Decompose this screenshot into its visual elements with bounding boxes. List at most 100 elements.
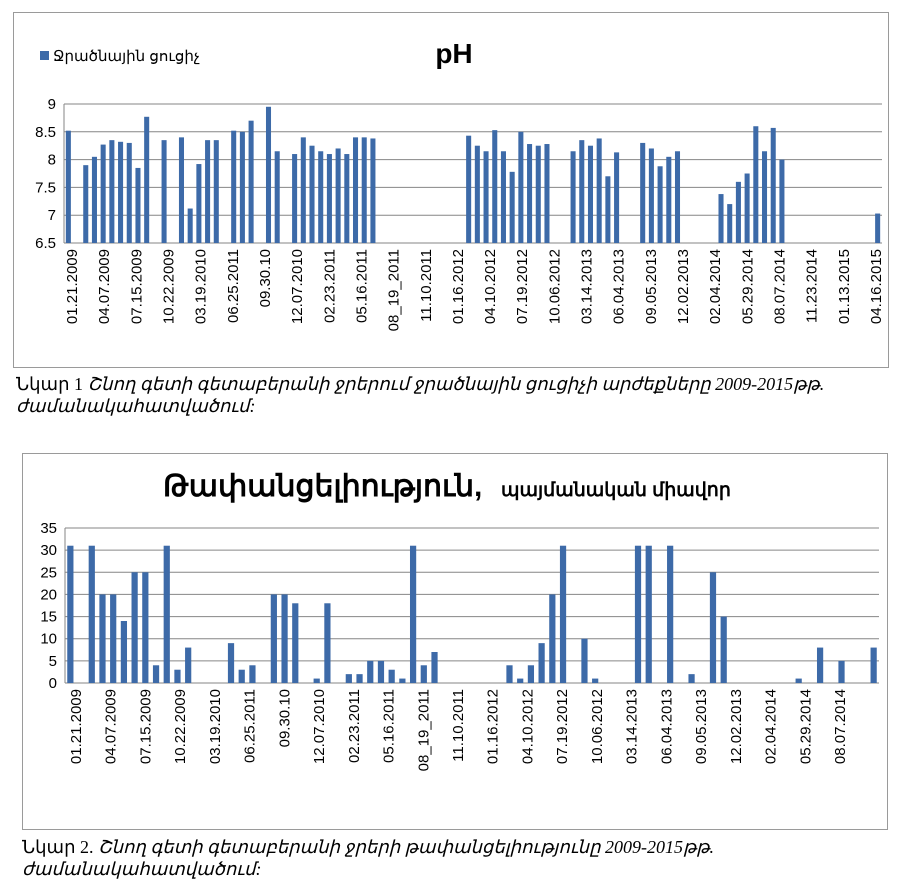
x-tick-label: 06.25.2011 [225, 249, 242, 323]
y-tick-label: 7.5 [35, 179, 56, 196]
x-tick-label: 10.22.2009 [172, 689, 189, 764]
y-tick-label: 10 [40, 631, 57, 648]
x-tick-label: 10.06.2012 [546, 249, 563, 324]
bar [735, 181, 741, 243]
bar [744, 173, 750, 243]
x-tick-label: 06.25.2011 [242, 689, 259, 763]
bar [356, 674, 363, 683]
figure-2-number: Նկար 2. [22, 837, 94, 857]
bar [517, 678, 524, 683]
figure-2-caption: Նկար 2. Շնող գետի գետաբերանի ջրերի թափան… [22, 836, 714, 880]
bar [816, 647, 824, 683]
bar [142, 572, 149, 683]
bar [110, 594, 117, 683]
bar [83, 165, 89, 243]
bar [527, 665, 535, 683]
bar [640, 142, 646, 243]
x-tick-label: 03.14.2013 [579, 249, 596, 324]
bar [88, 545, 95, 683]
x-tick-label: 04.10.2012 [482, 249, 499, 324]
x-tick-label: 11.10.2011 [418, 249, 435, 322]
bar [506, 665, 513, 683]
bar [227, 643, 235, 683]
x-tick-label: 08.07.2014 [832, 689, 849, 764]
bar [100, 144, 106, 243]
ph-chart-frame: 6.5 7 7.5 8 8.5 9 01.21.2009 04.07.2009 07.15.20… [13, 12, 889, 368]
bar [795, 678, 802, 683]
x-tick-label: 10.06.2012 [589, 689, 606, 764]
bar [875, 213, 881, 243]
bar [131, 572, 138, 683]
bar [174, 669, 181, 683]
bar [126, 142, 132, 243]
bar [657, 166, 663, 243]
bar [870, 647, 877, 683]
x-tick-label: 09.30.10 [257, 249, 274, 307]
bar [718, 194, 724, 243]
bar [213, 140, 219, 243]
bar [581, 638, 588, 683]
bar [648, 148, 654, 243]
x-tick-label: 08.07.2014 [772, 249, 789, 324]
x-tick-label: 06.04.2013 [611, 249, 628, 324]
y-tick-label: 15 [40, 609, 57, 626]
x-tick-label: 04.07.2009 [103, 689, 120, 764]
x-tick-label: 01.13.2015 [836, 249, 853, 324]
bar [466, 135, 472, 243]
bar [605, 176, 611, 243]
x-tick-label: 06.04.2013 [658, 689, 675, 764]
figure-1-number: Նկար 1 [16, 374, 83, 394]
legend-swatch [40, 51, 49, 60]
bar [753, 126, 759, 243]
bar [231, 130, 237, 243]
x-tick-label: 12.07.2010 [289, 249, 306, 324]
bar [91, 156, 97, 243]
bar [300, 137, 306, 243]
y-tick-label: 25 [40, 564, 57, 581]
bar [727, 204, 733, 243]
bar [549, 594, 556, 683]
y-tick-label: 35 [40, 520, 57, 537]
x-tick-label: 10.22.2009 [160, 249, 177, 324]
bar [274, 151, 280, 243]
x-tick-label: 02.23.2011 [346, 689, 363, 763]
x-tick-label: 07.19.2012 [554, 689, 571, 764]
bar [318, 151, 324, 243]
bar [265, 106, 272, 243]
transparency-chart: 0 5 10 15 20 25 30 35 01.21.2009 04.07.2009 07.15.… [40, 470, 879, 771]
bar [352, 137, 359, 243]
bar [500, 151, 506, 243]
bar [281, 594, 288, 683]
figure-2-caption-text-2: ժամանակահատվածում: [22, 859, 262, 879]
bar [65, 130, 71, 243]
y-tick-label: 0 [49, 675, 57, 692]
x-tick-label: 09.05.2013 [643, 249, 660, 324]
bar [614, 152, 620, 243]
bar [779, 159, 785, 243]
bar [667, 545, 674, 683]
x-tick-label: 11.10.2011 [450, 689, 467, 762]
y-tick-label: 8.5 [35, 124, 56, 141]
bar [544, 144, 550, 243]
x-tick-label: 02.04.2014 [763, 689, 780, 764]
chart-title: Թափանցելիություն, [163, 470, 482, 503]
x-tick-label: 04.10.2012 [519, 689, 536, 764]
bar [474, 145, 480, 243]
x-tick-label: 08_19_2011 [415, 689, 432, 771]
x-tick-label: 05.29.2014 [739, 249, 756, 324]
x-tick-label: 12.02.2013 [675, 249, 692, 324]
x-tick-label: 12.07.2010 [311, 689, 328, 764]
bar [377, 660, 385, 683]
bar [239, 131, 245, 243]
bar [420, 665, 427, 683]
x-tick-label: 09.30.10 [276, 689, 293, 747]
bar [324, 603, 331, 683]
bar [144, 116, 150, 243]
y-tick-label: 7 [48, 207, 56, 224]
x-tick-label: 04.07.2009 [96, 249, 113, 324]
x-tick-label: 12.02.2013 [728, 689, 745, 764]
bar [292, 603, 299, 683]
bar [570, 151, 576, 243]
x-tick-label: 02.04.2014 [707, 249, 724, 324]
bar [152, 665, 160, 683]
